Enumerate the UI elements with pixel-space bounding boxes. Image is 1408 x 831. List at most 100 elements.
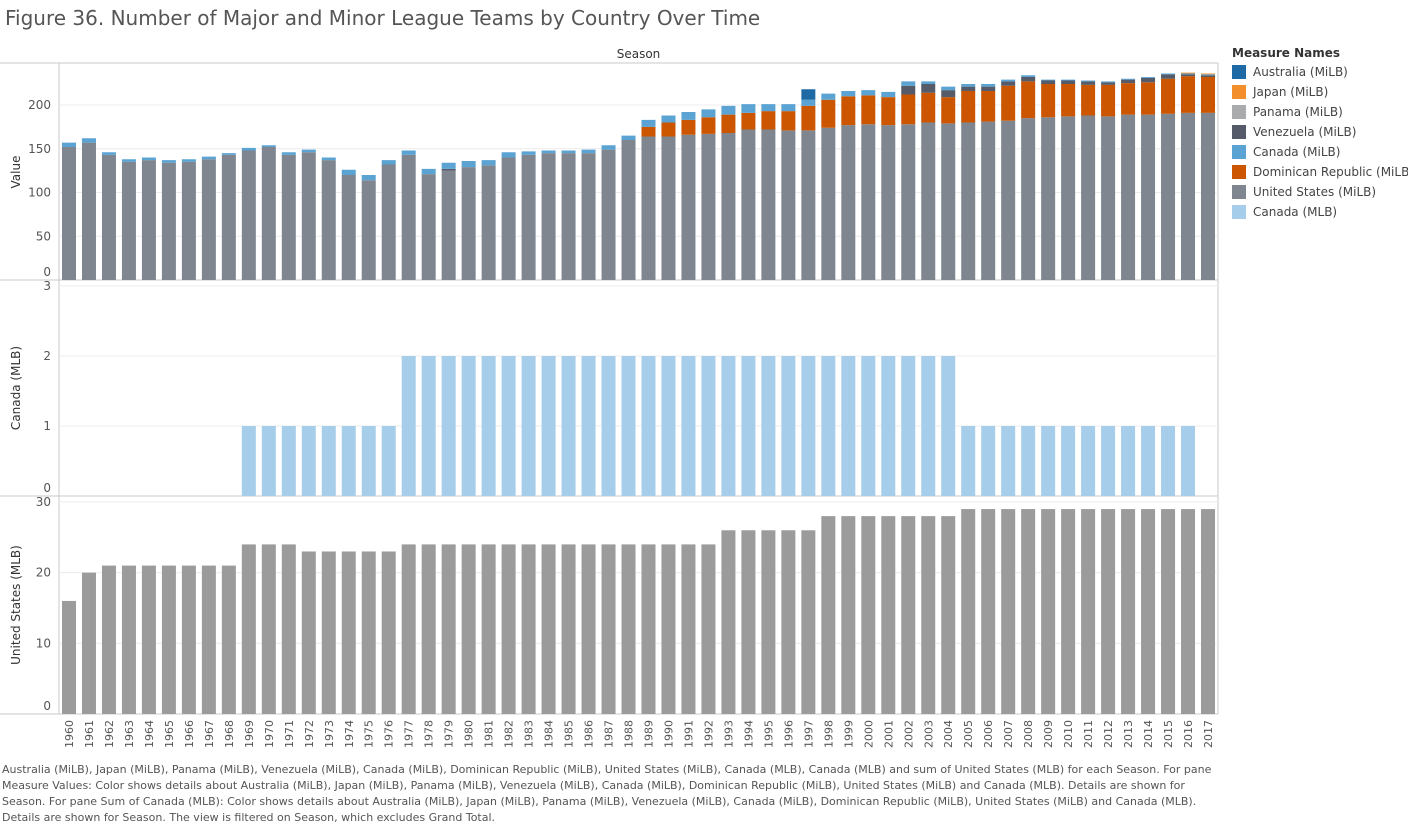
- y-tick-label: 2: [43, 349, 51, 363]
- bar: [1101, 426, 1116, 496]
- bar: [1141, 82, 1156, 115]
- legend-item[interactable]: Japan (MiLB): [1232, 82, 1408, 102]
- bar: [661, 115, 676, 123]
- bar: [1041, 84, 1056, 118]
- legend-item[interactable]: Panama (MiLB): [1232, 102, 1408, 122]
- bar: [181, 159, 196, 162]
- bar: [981, 86, 996, 91]
- bar: [361, 426, 376, 496]
- x-tick-label: 2006: [982, 720, 995, 748]
- x-tick-label: 1967: [203, 720, 216, 748]
- bar: [741, 530, 756, 714]
- bar: [681, 119, 696, 135]
- bar: [961, 509, 976, 714]
- bar: [121, 161, 136, 280]
- bar: [761, 356, 776, 496]
- bar: [1101, 84, 1116, 117]
- x-tick-label: 2011: [1082, 720, 1095, 748]
- bar: [461, 544, 476, 714]
- bar: [881, 97, 896, 126]
- legend-item[interactable]: United States (MiLB): [1232, 182, 1408, 202]
- bar: [601, 145, 616, 150]
- x-tick-label: 1992: [702, 720, 715, 748]
- bar: [1101, 116, 1116, 280]
- bar: [921, 122, 936, 280]
- legend-item[interactable]: Dominican Republic (MiLB): [1232, 162, 1408, 182]
- x-tick-label: 1966: [183, 720, 196, 748]
- bar: [621, 135, 636, 140]
- legend-item[interactable]: Australia (MiLB): [1232, 62, 1408, 82]
- bar: [541, 544, 556, 714]
- bar: [581, 356, 596, 496]
- bar: [1101, 509, 1116, 714]
- bar: [521, 544, 536, 714]
- bar: [861, 356, 876, 496]
- bar: [1201, 77, 1216, 113]
- y-tick-label: 0: [43, 481, 51, 495]
- bar: [1021, 118, 1036, 280]
- y-tick-label: 3: [43, 279, 51, 293]
- bar: [1001, 509, 1016, 714]
- bar: [341, 175, 356, 280]
- bar: [921, 84, 936, 93]
- bar: [541, 356, 556, 496]
- bar: [141, 565, 156, 714]
- legend-item[interactable]: Canada (MLB): [1232, 202, 1408, 222]
- bar: [1201, 112, 1216, 280]
- bar: [441, 162, 456, 169]
- bar: [1041, 80, 1056, 84]
- bar: [621, 356, 636, 496]
- bar: [161, 160, 176, 163]
- bar: [901, 124, 916, 280]
- bar: [141, 160, 156, 280]
- bar: [941, 86, 956, 91]
- bar: [781, 356, 796, 496]
- bar: [881, 516, 896, 714]
- bar: [1161, 78, 1176, 114]
- legend-label: Australia (MiLB): [1253, 65, 1348, 79]
- bar: [901, 356, 916, 496]
- x-tick-label: 1961: [83, 720, 96, 748]
- bar: [381, 160, 396, 165]
- bar: [941, 90, 956, 98]
- x-tick-label: 1968: [223, 720, 236, 748]
- bar: [1201, 74, 1216, 76]
- bar: [141, 157, 156, 161]
- bar: [421, 544, 436, 714]
- legend-item[interactable]: Canada (MiLB): [1232, 142, 1408, 162]
- bar: [161, 565, 176, 714]
- x-tick-label: 1969: [243, 720, 256, 748]
- bar: [261, 544, 276, 714]
- bar: [81, 142, 96, 280]
- x-tick-label: 1973: [323, 720, 336, 748]
- y-tick-label: 10: [36, 636, 51, 650]
- legend-swatch: [1232, 105, 1246, 119]
- bar: [801, 356, 816, 496]
- bar: [721, 530, 736, 714]
- bar: [841, 516, 856, 714]
- legend-item[interactable]: Venezuela (MiLB): [1232, 122, 1408, 142]
- bar: [761, 111, 776, 130]
- bar: [321, 551, 336, 714]
- bar: [101, 154, 116, 280]
- bar: [1161, 73, 1176, 75]
- bar: [641, 136, 656, 280]
- bar: [81, 138, 96, 143]
- bar: [821, 93, 836, 100]
- x-tick-label: 2017: [1202, 720, 1215, 748]
- x-tick-label: 1985: [563, 720, 576, 748]
- bar: [1201, 73, 1216, 75]
- x-tick-label: 1980: [463, 720, 476, 748]
- y-tick-label: 50: [36, 229, 51, 243]
- bar: [1141, 509, 1156, 714]
- bar: [761, 104, 776, 112]
- bar: [201, 565, 216, 714]
- bar: [741, 129, 756, 280]
- bar: [761, 530, 776, 714]
- bar: [881, 91, 896, 98]
- bar: [921, 516, 936, 714]
- bar: [1081, 426, 1096, 496]
- legend-label: Panama (MiLB): [1253, 105, 1343, 119]
- bar: [621, 544, 636, 714]
- x-tick-label: 1981: [483, 720, 496, 748]
